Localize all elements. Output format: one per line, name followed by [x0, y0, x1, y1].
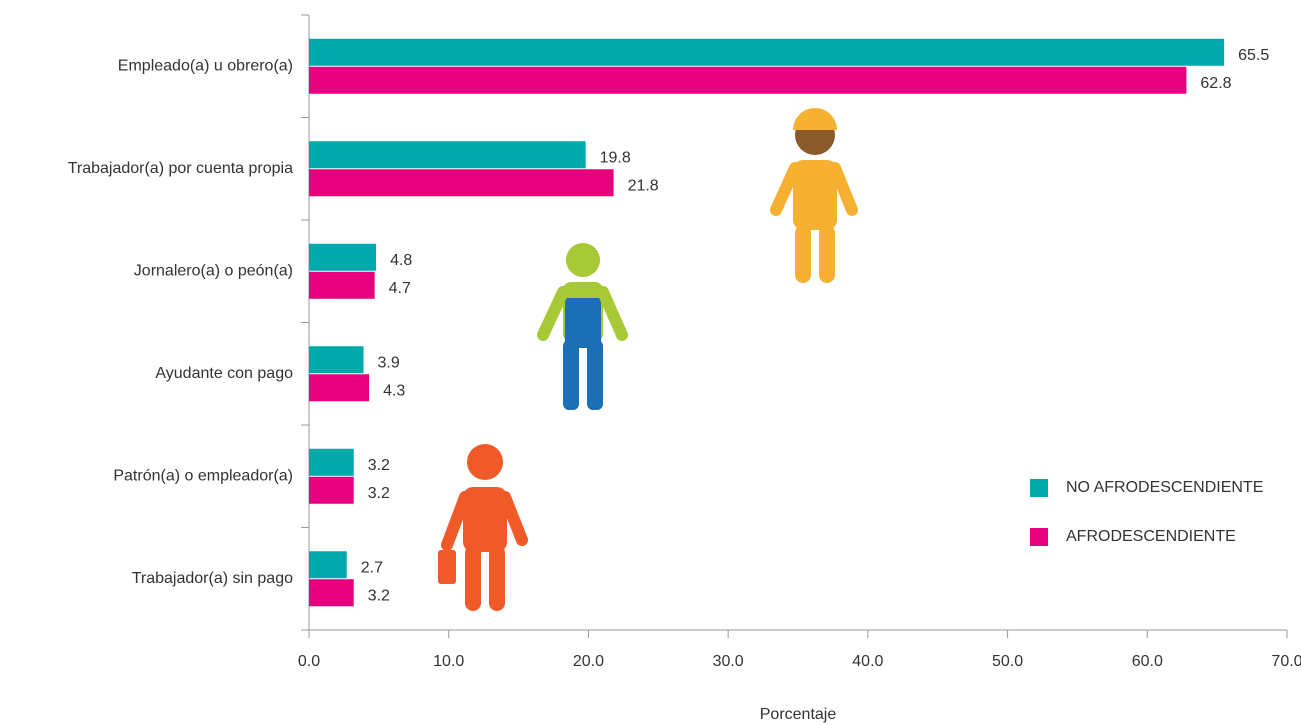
value-label: 3.9	[377, 354, 399, 371]
legend-label: AFRODESCENDIENTE	[1066, 528, 1236, 545]
bar	[309, 66, 1187, 94]
y-tick-label: Ayudante con pago	[155, 365, 293, 382]
value-label: 3.2	[368, 485, 390, 502]
bar	[309, 141, 586, 169]
value-label: 2.7	[361, 559, 383, 576]
x-tick-label: 70.0	[1271, 653, 1301, 670]
y-tick-label: Trabajador(a) por cuenta propia	[68, 160, 293, 177]
value-label: 3.2	[368, 587, 390, 604]
value-label: 4.3	[383, 382, 405, 399]
value-label: 65.5	[1238, 47, 1269, 64]
y-tick-label: Patrón(a) o empleador(a)	[113, 467, 293, 484]
bar	[309, 579, 354, 607]
bar	[309, 476, 354, 504]
bar	[309, 271, 375, 299]
x-tick-label: 30.0	[713, 653, 744, 670]
x-tick-label: 10.0	[433, 653, 464, 670]
value-label: 4.8	[390, 252, 412, 269]
x-tick-label: 0.0	[298, 653, 320, 670]
y-tick-label: Jornalero(a) o peón(a)	[134, 262, 293, 279]
bar	[309, 551, 347, 579]
value-label: 3.2	[368, 457, 390, 474]
y-tick-label: Empleado(a) u obrero(a)	[118, 57, 293, 74]
bar	[309, 448, 354, 476]
y-tick-label: Trabajador(a) sin pago	[132, 570, 293, 587]
legend-swatch	[1030, 479, 1048, 497]
bar	[309, 374, 370, 402]
legend-swatch	[1030, 528, 1048, 546]
x-tick-label: 60.0	[1132, 653, 1163, 670]
x-axis-label: Porcentaje	[760, 706, 837, 723]
illustration	[438, 108, 858, 611]
bar	[309, 243, 377, 271]
x-tick-label: 40.0	[852, 653, 883, 670]
x-tick-label: 50.0	[992, 653, 1023, 670]
value-label: 19.8	[600, 149, 631, 166]
legend-label: NO AFRODESCENDIENTE	[1066, 479, 1263, 496]
bar	[309, 346, 364, 374]
value-label: 21.8	[628, 177, 659, 194]
value-label: 62.8	[1200, 75, 1231, 92]
bar	[309, 38, 1225, 66]
x-tick-label: 20.0	[573, 653, 604, 670]
value-label: 4.7	[389, 280, 411, 297]
bar	[309, 169, 614, 197]
